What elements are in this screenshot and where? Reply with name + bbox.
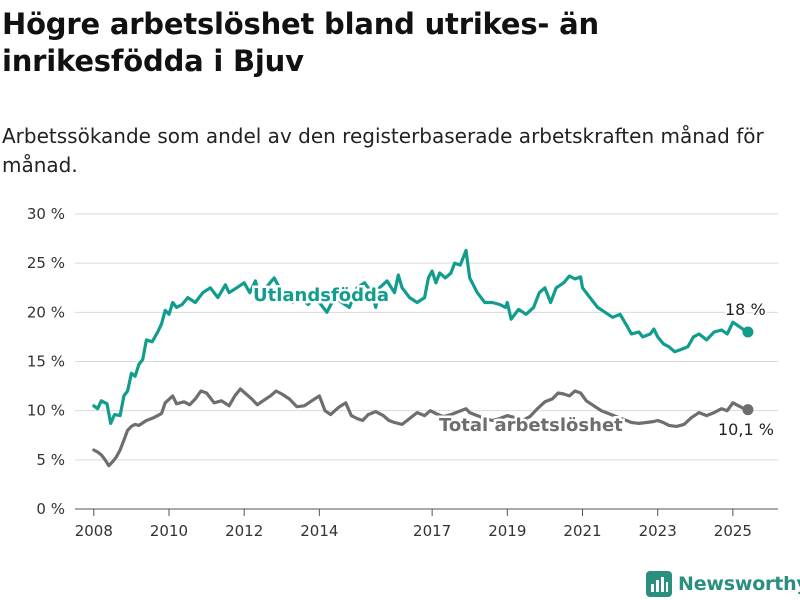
series-labels: Utlandsfödda Total arbetslöshet 18 % 10,… <box>251 283 776 442</box>
series-line-1 <box>92 387 750 468</box>
series-end-marker-0 <box>742 326 754 338</box>
x-tick-label: 2014 <box>300 522 338 540</box>
y-tick-label: 0 % <box>36 500 65 518</box>
y-tick-label: 30 % <box>27 205 65 223</box>
series-lines <box>92 248 754 468</box>
x-tick-label: 2012 <box>225 522 263 540</box>
brand-name: Newsworthy <box>678 573 800 595</box>
x-tick-label: 2019 <box>488 522 526 540</box>
chart-subtitle: Arbetssökande som andel av den registerb… <box>2 124 764 177</box>
chart-title: Högre arbetslöshet bland utrikes- än inr… <box>2 7 599 78</box>
x-axis-ticks: 2008 2010 2012 2014 2017 2019 2021 2023 2025 <box>75 509 752 540</box>
end-label-total: 10,1 % <box>718 420 774 439</box>
newsworthy-brand[interactable]: Newsworthy <box>646 570 800 598</box>
y-tick-label: 5 % <box>36 451 65 469</box>
series-line-0 <box>92 248 750 425</box>
y-axis-ticks: 0 % 5 % 10 % 15 % 20 % 25 % 30 % <box>27 205 65 518</box>
x-tick-label: 2008 <box>75 522 113 540</box>
x-tick-label: 2023 <box>639 522 677 540</box>
x-tick-label: 2021 <box>563 522 601 540</box>
series-end-marker-1 <box>742 404 754 416</box>
x-tick-label: 2025 <box>714 522 752 540</box>
y-tick-label: 10 % <box>27 402 65 420</box>
series-label-total: Total arbetslöshet <box>439 415 623 436</box>
end-label-utlandsfodda: 18 % <box>725 300 766 319</box>
x-tick-label: 2010 <box>150 522 188 540</box>
gridlines <box>75 213 778 510</box>
y-tick-label: 25 % <box>27 254 65 272</box>
bar-chart-logo-icon <box>646 571 672 597</box>
y-tick-label: 20 % <box>27 303 65 321</box>
series-label-utlandsfodda: Utlandsfödda <box>253 285 389 306</box>
y-tick-label: 15 % <box>27 353 65 371</box>
x-tick-label: 2017 <box>413 522 451 540</box>
